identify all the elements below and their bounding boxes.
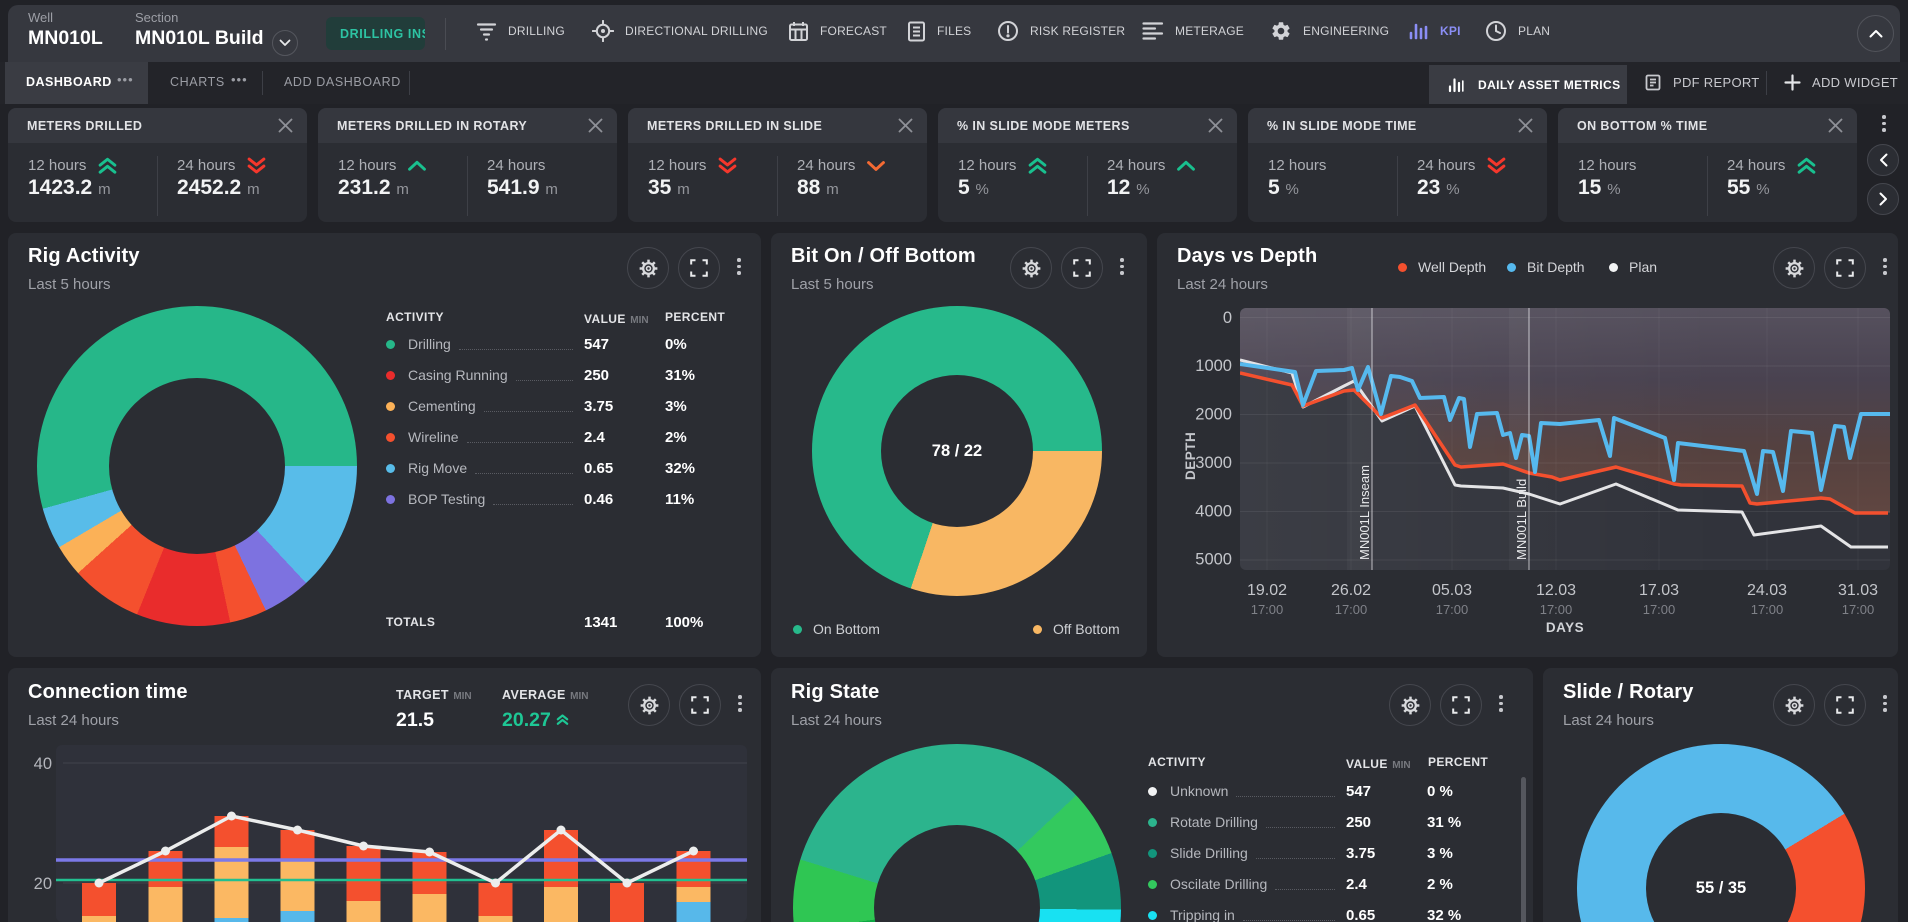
svg-text:DAYS: DAYS bbox=[1546, 620, 1584, 635]
svg-text:0: 0 bbox=[1223, 309, 1232, 327]
svg-text:20: 20 bbox=[34, 875, 52, 893]
svg-text:3000: 3000 bbox=[1195, 454, 1232, 472]
svg-text:2000: 2000 bbox=[1195, 406, 1232, 424]
svg-text:17:00: 17:00 bbox=[1842, 602, 1875, 617]
svg-text:40: 40 bbox=[34, 755, 52, 773]
svg-text:17:00: 17:00 bbox=[1643, 602, 1676, 617]
svg-text:17:00: 17:00 bbox=[1540, 602, 1573, 617]
svg-text:17.03: 17.03 bbox=[1639, 582, 1679, 599]
svg-text:5000: 5000 bbox=[1195, 551, 1232, 569]
svg-text:31.03: 31.03 bbox=[1838, 582, 1878, 599]
svg-text:MN001L Inseam: MN001L Inseam bbox=[1357, 465, 1372, 560]
svg-text:1000: 1000 bbox=[1195, 357, 1232, 375]
svg-text:17:00: 17:00 bbox=[1751, 602, 1784, 617]
svg-text:05.03: 05.03 bbox=[1432, 582, 1472, 599]
svg-text:17:00: 17:00 bbox=[1335, 602, 1368, 617]
svg-text:4000: 4000 bbox=[1195, 503, 1232, 521]
svg-text:24.03: 24.03 bbox=[1747, 582, 1787, 599]
svg-text:12.03: 12.03 bbox=[1536, 582, 1576, 599]
svg-text:26.02: 26.02 bbox=[1331, 582, 1371, 599]
svg-text:17:00: 17:00 bbox=[1251, 602, 1284, 617]
svg-text:MN001L Build: MN001L Build bbox=[1514, 479, 1529, 560]
svg-text:19.02: 19.02 bbox=[1247, 582, 1287, 599]
svg-text:17:00: 17:00 bbox=[1436, 602, 1469, 617]
svg-text:DEPTH: DEPTH bbox=[1183, 432, 1198, 480]
